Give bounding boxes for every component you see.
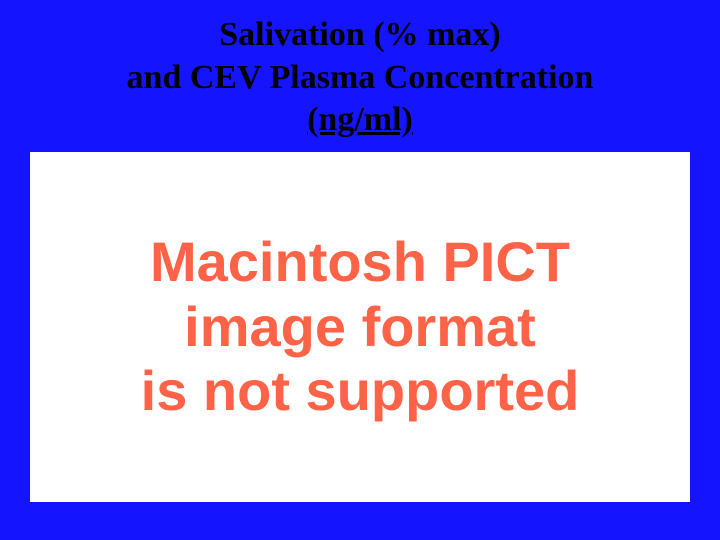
slide: Salivation (% max) and CEV Plasma Concen…: [0, 0, 720, 540]
slide-title: Salivation (% max) and CEV Plasma Concen…: [0, 14, 720, 142]
title-line-1: Salivation (% max): [0, 14, 720, 57]
placeholder-line-3: is not supported: [141, 359, 580, 423]
pict-placeholder-box: Macintosh PICT image format is not suppo…: [30, 152, 690, 502]
pict-placeholder-text: Macintosh PICT image format is not suppo…: [141, 230, 580, 423]
title-line-2: and CEV Plasma Concentration: [0, 57, 720, 100]
placeholder-line-1: Macintosh PICT: [141, 230, 580, 294]
placeholder-line-2: image format: [141, 295, 580, 359]
title-line-3: (ng/ml): [0, 99, 720, 142]
